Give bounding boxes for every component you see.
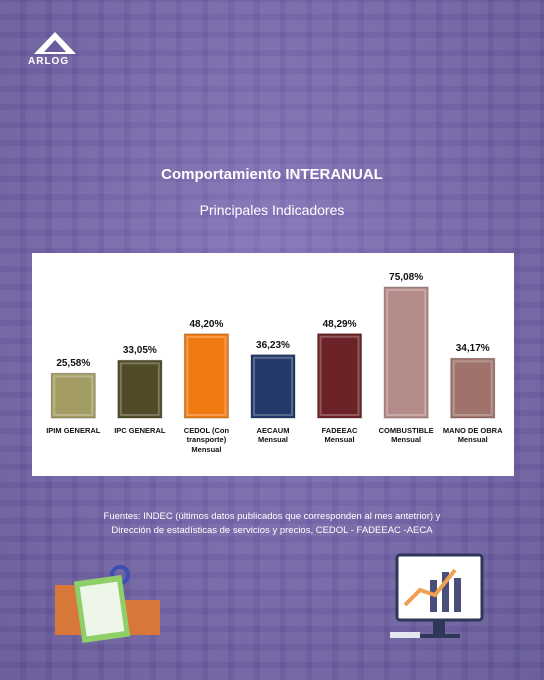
bar-bevel [319,335,360,416]
bar-bevel [186,335,227,416]
x-tick-label: IPIM GENERAL [46,426,101,435]
bar-bevel [452,360,493,417]
value-label: 36,23% [256,339,290,351]
x-tick-label: IPC GENERAL [114,426,166,435]
value-label: 25,58% [56,358,91,370]
logo-mark [34,32,76,54]
source-note: Fuentes: INDEC (últimos datos publicados… [103,511,441,537]
bar [50,372,96,419]
chart-panel: 25,58% IPIM GENERAL 33,05% IPC GENERAL 48,20… [32,253,514,476]
bar-bevel [119,362,160,416]
bar [183,333,229,419]
x-tick-label: AECAUM Mensual [256,426,290,445]
bar-bevel [253,356,293,417]
monitor-icon [390,553,484,638]
logo: ARLOG [28,56,70,67]
bar-bevel [53,375,94,416]
chart-subtitle: Principales Indicadores [199,202,345,218]
value-label: 34,17% [455,343,490,355]
value-label: 75,08% [389,272,424,283]
x-tick-label: CEDOL (Con transporte) Mensual [183,426,230,454]
x-tick-label: MANO DE OBRA Mensual [442,426,503,445]
x-tick-label: FADEEAC Mensual [321,426,358,445]
chart-title: Comportamiento INTERANUAL [161,166,383,183]
bar [117,359,163,419]
bar-bevel [386,289,427,416]
value-label: 33,05% [122,345,157,357]
clipboard-icon [55,565,160,644]
plot [50,286,496,419]
value-label: 48,29% [322,318,357,330]
bar [317,333,363,419]
bar [450,357,496,419]
bar [383,286,429,419]
x-tick-label: COMBUSTIBLE Mensual [378,426,434,445]
bar [250,354,296,419]
value-label: 48,20% [189,318,224,330]
